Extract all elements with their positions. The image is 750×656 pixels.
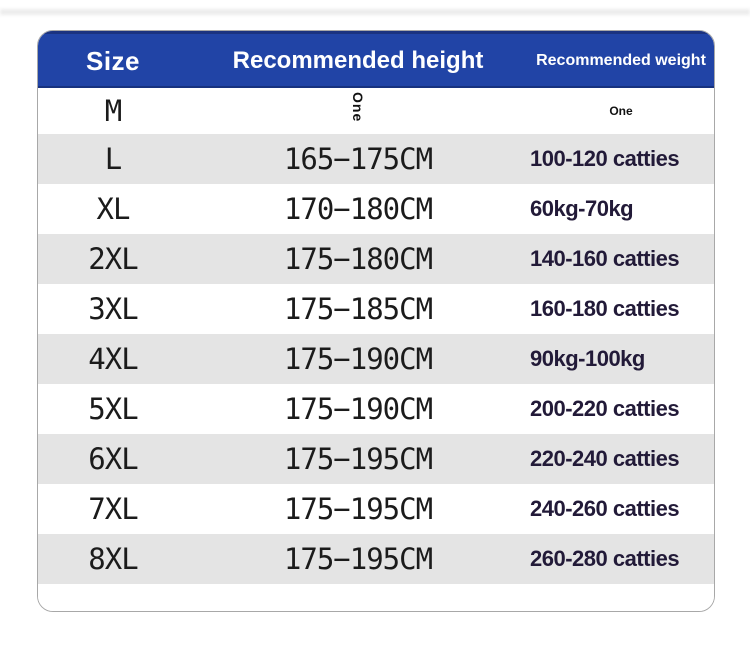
- weight-cell: 160-180 catties: [530, 296, 680, 321]
- size-cell: M: [104, 94, 122, 128]
- table-row-8xl: 8XL 175−195CM 260-280 catties: [38, 534, 714, 584]
- height-cell: 170−180CM: [283, 192, 433, 226]
- weight-cell: 260-280 catties: [530, 546, 680, 571]
- weight-cell: 240-260 catties: [530, 496, 680, 521]
- height-cell: 175−195CM: [283, 442, 433, 476]
- top-divider-stripe: [0, 9, 750, 15]
- height-cell: 175−180CM: [283, 242, 433, 276]
- weight-cell: One: [609, 104, 633, 118]
- size-cell: 3XL: [88, 292, 138, 326]
- table-row-l: L 165−175CM 100-120 catties: [38, 134, 714, 184]
- size-cell: 8XL: [88, 542, 138, 576]
- table-row-m: M One One: [38, 88, 714, 134]
- weight-cell: 220-240 catties: [530, 446, 680, 471]
- table-row-5xl: 5XL 175−190CM 200-220 catties: [38, 384, 714, 434]
- weight-cell: 200-220 catties: [530, 396, 680, 421]
- table-row-3xl: 3XL 175−185CM 160-180 catties: [38, 284, 714, 334]
- card-footer-spacer: [38, 584, 714, 611]
- size-cell: 4XL: [88, 342, 138, 376]
- size-cell: L: [104, 142, 122, 176]
- table-row-6xl: 6XL 175−195CM 220-240 catties: [38, 434, 714, 484]
- size-cell: 6XL: [88, 442, 138, 476]
- table-row-2xl: 2XL 175−180CM 140-160 catties: [38, 234, 714, 284]
- size-cell: 7XL: [88, 492, 138, 526]
- size-cell: XL: [96, 192, 131, 226]
- size-chart-header-row: Size Recommended height Recommended weig…: [38, 31, 714, 88]
- size-chart-card: Size Recommended height Recommended weig…: [37, 30, 715, 612]
- vertical-one-label: One: [350, 91, 366, 123]
- weight-cell: 140-160 catties: [530, 246, 680, 271]
- height-cell: 165−175CM: [283, 142, 433, 176]
- weight-column-header: Recommended weight: [536, 52, 706, 69]
- height-cell: 175−195CM: [283, 542, 433, 576]
- table-row-4xl: 4XL 175−190CM 90kg-100kg: [38, 334, 714, 384]
- height-cell: 175−195CM: [283, 492, 433, 526]
- size-column-header: Size: [85, 45, 141, 76]
- height-cell: 175−190CM: [283, 392, 433, 426]
- height-cell: 175−190CM: [283, 342, 433, 376]
- table-row-xl: XL 170−180CM 60kg-70kg: [38, 184, 714, 234]
- height-cell: 175−185CM: [283, 292, 433, 326]
- height-column-header: Recommended height: [232, 47, 484, 74]
- weight-cell: 60kg-70kg: [530, 196, 634, 221]
- weight-cell: 100-120 catties: [530, 146, 680, 171]
- size-cell: 2XL: [88, 242, 138, 276]
- table-row-7xl: 7XL 175−195CM 240-260 catties: [38, 484, 714, 534]
- size-cell: 5XL: [88, 392, 138, 426]
- height-cell: One: [188, 92, 528, 130]
- weight-cell: 90kg-100kg: [530, 346, 645, 371]
